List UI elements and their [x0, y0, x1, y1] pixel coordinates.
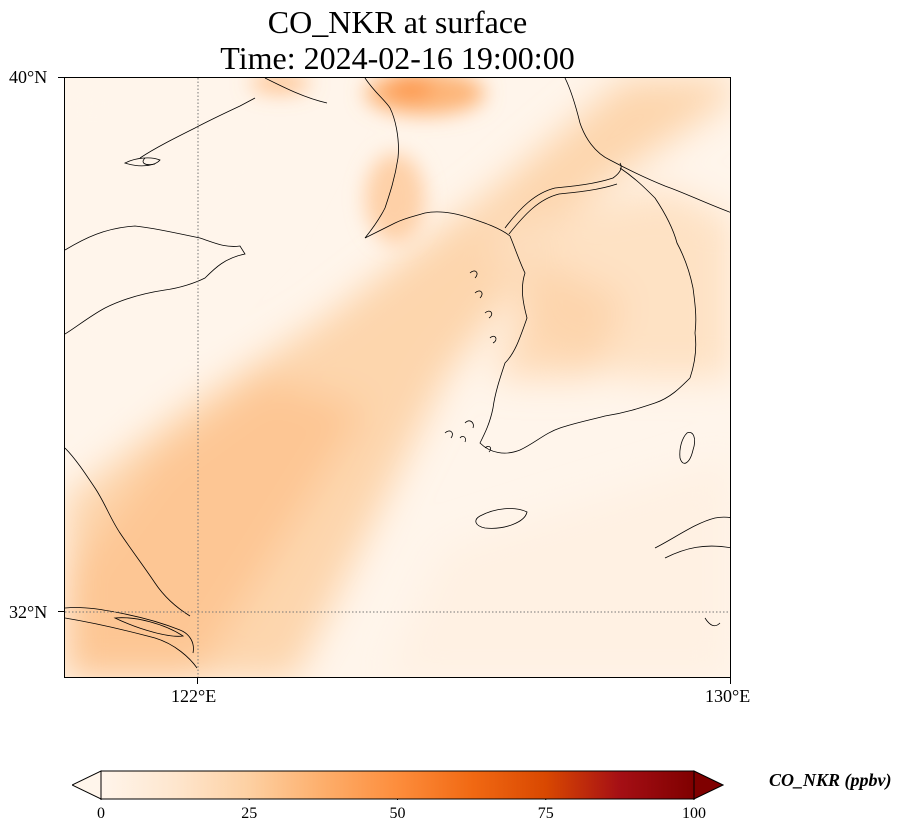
coast-yangtze — [65, 607, 198, 669]
clean-west — [65, 78, 345, 398]
hotspot-north — [250, 78, 485, 243]
concentration-map — [65, 78, 730, 677]
colorbar-tick-label-50: 50 — [389, 805, 406, 822]
colorbar-ticks — [100, 799, 695, 800]
map-subtitle-time: Time: 2024-02-16 19:00:00 — [220, 40, 575, 76]
island-liaodong-small — [123, 157, 161, 167]
colorbar-tick-label-75: 75 — [537, 805, 554, 822]
island-tsushima — [679, 431, 695, 464]
coast-bohai — [264, 78, 511, 239]
coast-korea-west — [479, 235, 691, 454]
coast-chongming — [113, 617, 185, 637]
coast-jeju — [475, 508, 528, 529]
coast-kyushu — [654, 516, 730, 627]
lon-label-122: 122°E — [171, 686, 217, 706]
coast-shandong — [65, 225, 246, 335]
colorbar-tick-label-100: 100 — [682, 805, 706, 822]
lon-label-130: 130°E — [705, 686, 751, 706]
clean-southeast — [385, 458, 730, 677]
lon-tick-122 — [197, 678, 198, 684]
islands-west-korea — [469, 270, 497, 344]
colorbar-extend-max — [693, 770, 724, 800]
islands-southwest-korea — [444, 420, 492, 453]
lat-label-32: 32°N — [9, 602, 48, 622]
plume-band-west — [65, 378, 365, 677]
map-panel — [64, 77, 731, 678]
colorbar-extend-min — [72, 770, 102, 800]
colorbar-tick-label-25: 25 — [241, 805, 258, 822]
lat-tick-32 — [58, 611, 64, 612]
colorbar-gradient — [100, 770, 695, 800]
plume-band-east — [495, 258, 625, 378]
concentration-field — [65, 78, 730, 677]
border-north — [504, 162, 622, 235]
lat-tick-40 — [58, 77, 64, 78]
coast-jiangsu — [65, 447, 191, 617]
colorbar — [72, 770, 724, 800]
coastlines — [65, 78, 730, 669]
coast-korea-east — [619, 167, 697, 379]
coast-northeast — [564, 78, 730, 213]
colorbar-title: CO_NKR (ppbv) — [769, 770, 892, 790]
lat-label-40: 40°N — [9, 67, 48, 87]
colorbar-tick-label-0: 0 — [97, 805, 105, 822]
lon-tick-130 — [730, 678, 731, 684]
map-title: CO_NKR at surface — [267, 4, 528, 40]
